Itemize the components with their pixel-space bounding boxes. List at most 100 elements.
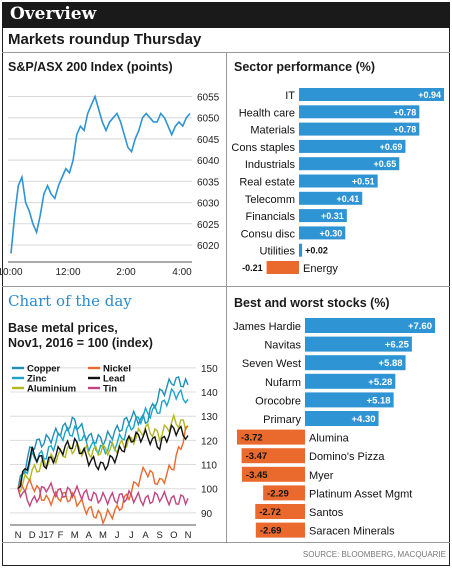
best-stock-bar xyxy=(305,318,435,333)
best-stock-bar xyxy=(305,411,379,426)
cod-x-tick-label: O xyxy=(170,530,177,541)
cod-x-tick-label: J xyxy=(129,530,134,541)
worst-stock-bar xyxy=(241,448,305,464)
cod-legend-label: Copper xyxy=(27,364,61,375)
sector-value-label: +0.78 xyxy=(394,125,417,135)
sector-category-label: Financials xyxy=(245,211,295,223)
worst-stock-bar xyxy=(241,466,305,482)
asx-y-tick-label: 6035 xyxy=(197,177,220,188)
best-stock-value: +5.18 xyxy=(367,395,391,406)
asx-y-tick-label: 6030 xyxy=(197,199,220,210)
sector-bar xyxy=(299,174,378,188)
cod-x-tick-label: N xyxy=(185,530,192,541)
best-stock-bar xyxy=(305,336,412,352)
source-note: SOURCE: BLOOMBERG, MACQUARIE xyxy=(302,550,446,559)
sector-bar xyxy=(299,226,346,240)
asx-line-chart: 6020 6025 6030 6035 6040 6045 6050 6055 10:00 12:… xyxy=(0,92,220,278)
cod-x-tick-label: S xyxy=(156,530,162,541)
worst-stock-value: -3.47 xyxy=(246,451,268,462)
sector-bar xyxy=(299,122,420,136)
worst-stock-bar xyxy=(263,485,305,501)
worst-stock-value: -3.72 xyxy=(241,433,263,444)
asx-y-tick-label: 6040 xyxy=(197,156,220,167)
sector-category-label: Real estate xyxy=(239,177,295,189)
asx-x-tick-label: 12:00 xyxy=(55,267,80,278)
best-stock-value: +5.88 xyxy=(379,358,403,369)
best-stock-value: +5.28 xyxy=(368,377,392,388)
asx-y-tick-label: 6055 xyxy=(197,92,220,103)
sector-bar xyxy=(299,105,420,119)
worst-stock-value: -2.29 xyxy=(267,488,289,499)
cod-x-tick-label: J xyxy=(115,530,120,541)
worst-stock-value: -2.72 xyxy=(259,507,281,518)
sector-chart-title: Sector performance (%) xyxy=(234,60,376,74)
cod-x-tick-label: A xyxy=(86,530,93,541)
asx-series-line xyxy=(10,94,191,254)
cod-x-tick-label: J17 xyxy=(39,530,54,541)
sector-value-label: -0.21 xyxy=(242,263,263,273)
sector-value-label: +0.41 xyxy=(336,194,359,204)
sector-category-label: Telecomm xyxy=(245,194,295,206)
worst-stock-label: Platinum Asset Mgmt xyxy=(309,488,412,500)
sector-value-label: +0.51 xyxy=(352,177,375,187)
sector-value-label: +0.69 xyxy=(380,142,403,152)
cod-legend-label: Zinc xyxy=(27,374,47,385)
cod-x-tick-label: M xyxy=(71,530,79,541)
sector-category-label: Energy xyxy=(303,263,338,275)
sector-category-label: Utilities xyxy=(260,246,296,258)
cod-subtitle-line2: Nov1, 2016 = 100 (index) xyxy=(8,336,153,350)
best-stock-label: James Hardie xyxy=(233,321,301,333)
cod-y-tick-label: 150 xyxy=(201,364,218,375)
best-stock-bar xyxy=(305,373,396,389)
cod-y-tick-label: 100 xyxy=(201,485,218,496)
worst-stock-value: -2.69 xyxy=(260,526,282,537)
sector-bar xyxy=(299,209,347,223)
worst-stock-label: Alumina xyxy=(309,433,350,445)
best-stock-value: +7.60 xyxy=(408,321,432,332)
cod-series-line xyxy=(17,425,189,526)
asx-y-tick-label: 6025 xyxy=(197,220,220,231)
worst-stock-label: Domino's Pizza xyxy=(309,451,385,463)
cod-y-tick-label: 120 xyxy=(201,436,218,447)
sector-value-label: +0.94 xyxy=(418,90,441,100)
cod-y-tick-label: 110 xyxy=(201,461,217,472)
stocks-chart-title: Best and worst stocks (%) xyxy=(234,296,390,310)
best-stock-label: Seven West xyxy=(242,358,301,370)
divider-middle xyxy=(226,52,227,543)
asx-y-tick-label: 6045 xyxy=(197,135,220,146)
sector-value-label: +0.65 xyxy=(373,159,396,169)
best-stock-bar xyxy=(305,392,394,408)
cod-series-line xyxy=(17,423,189,490)
divider-middle-horizontal xyxy=(2,286,450,287)
asx-y-tick-label: 6050 xyxy=(197,114,220,125)
sector-bar xyxy=(299,139,406,153)
best-stock-label: Navitas xyxy=(264,340,301,352)
sector-bar xyxy=(299,191,363,205)
best-stock-bar xyxy=(305,355,406,371)
sector-category-label: IT xyxy=(285,90,295,102)
asx-chart-title: S&P/ASX 200 Index (points) xyxy=(8,60,173,74)
page-subtitle: Markets roundup Thursday xyxy=(8,31,202,48)
sector-value-label: +0.30 xyxy=(319,228,342,238)
cod-x-tick-label: N xyxy=(15,530,22,541)
sector-category-label: Consu disc xyxy=(241,228,296,240)
cod-x-tick-label: A xyxy=(142,530,149,541)
worst-stock-label: Santos xyxy=(309,507,344,519)
asx-x-tick-label: 4:00 xyxy=(172,267,192,278)
sector-category-label: Cons staples xyxy=(231,142,295,154)
sector-category-label: Health care xyxy=(239,107,295,119)
cod-x-tick-label: D xyxy=(29,530,36,541)
sector-category-label: Industrials xyxy=(245,159,296,171)
cod-x-tick-label: M xyxy=(99,530,107,541)
cod-subtitle-line1: Base metal prices, xyxy=(8,321,118,335)
asx-y-tick-label: 6020 xyxy=(197,241,220,252)
sector-bar xyxy=(299,243,303,257)
worst-stock-label: Saracen Minerals xyxy=(309,526,395,538)
sector-value-label: +0.78 xyxy=(394,107,417,117)
worst-stock-label: Myer xyxy=(309,470,334,482)
top-banner: Overview xyxy=(2,2,450,28)
cod-series-line xyxy=(17,481,189,508)
cod-y-tick-label: 90 xyxy=(201,509,213,520)
worst-stock-bar xyxy=(255,522,305,538)
